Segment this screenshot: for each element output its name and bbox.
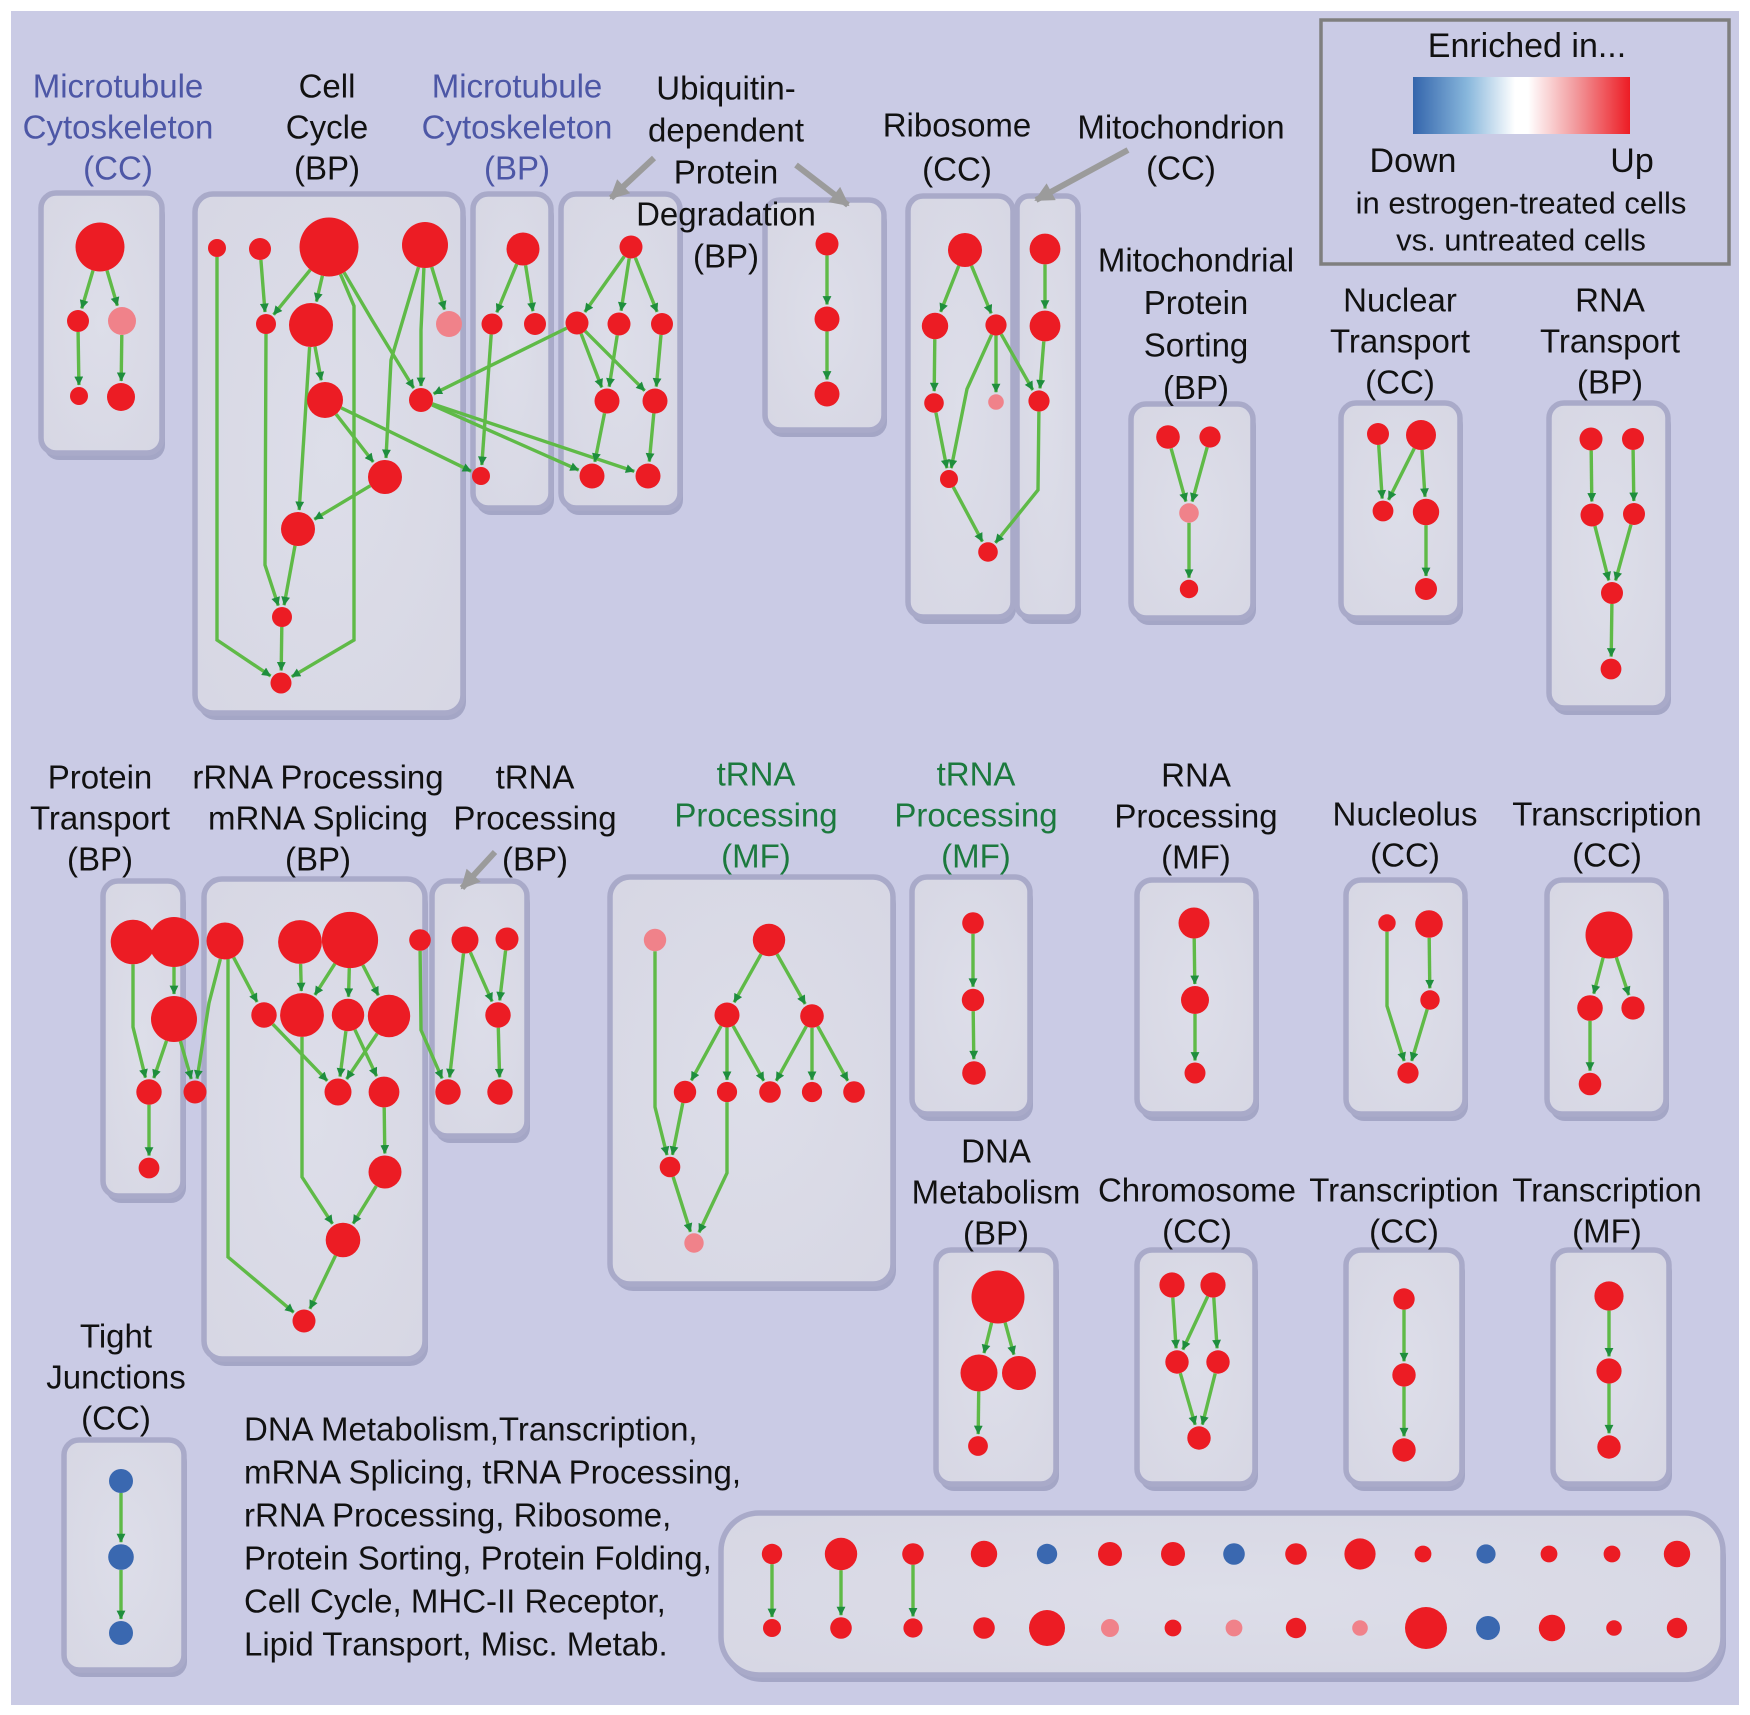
svg-text:Lipid Transport, Misc. Metab.: Lipid Transport, Misc. Metab. bbox=[244, 1626, 668, 1663]
svg-text:(BP): (BP) bbox=[294, 150, 360, 187]
svg-text:dependent: dependent bbox=[648, 112, 804, 149]
svg-text:Transcription: Transcription bbox=[1309, 1172, 1499, 1209]
svg-text:Transport: Transport bbox=[1330, 323, 1470, 360]
svg-text:tRNA: tRNA bbox=[717, 756, 796, 793]
svg-text:Microtubule: Microtubule bbox=[432, 68, 603, 105]
svg-text:Cell: Cell bbox=[299, 68, 356, 105]
svg-text:tRNA: tRNA bbox=[937, 756, 1016, 793]
svg-text:Cytoskeleton: Cytoskeleton bbox=[23, 109, 214, 146]
svg-text:Tight: Tight bbox=[80, 1318, 152, 1355]
svg-text:(BP): (BP) bbox=[693, 238, 759, 275]
svg-text:Nuclear: Nuclear bbox=[1343, 282, 1457, 319]
svg-text:RNA: RNA bbox=[1575, 282, 1645, 319]
svg-text:(MF): (MF) bbox=[941, 838, 1011, 875]
svg-text:(MF): (MF) bbox=[721, 838, 791, 875]
svg-text:(CC): (CC) bbox=[1162, 1213, 1232, 1250]
svg-text:DNA Metabolism,Transcription,: DNA Metabolism,Transcription, bbox=[244, 1411, 698, 1448]
svg-text:Processing: Processing bbox=[674, 797, 837, 834]
svg-text:Protein: Protein bbox=[674, 154, 779, 191]
svg-text:Mitochondrial: Mitochondrial bbox=[1098, 242, 1294, 279]
svg-text:Metabolism: Metabolism bbox=[912, 1174, 1081, 1211]
svg-text:Enriched in...: Enriched in... bbox=[1428, 27, 1626, 65]
svg-text:(CC): (CC) bbox=[81, 1400, 151, 1437]
svg-text:Transcription: Transcription bbox=[1512, 796, 1702, 833]
svg-text:rRNA Processing: rRNA Processing bbox=[192, 759, 443, 796]
svg-text:mRNA Splicing: mRNA Splicing bbox=[208, 800, 428, 837]
svg-text:(CC): (CC) bbox=[1572, 837, 1642, 874]
svg-text:RNA: RNA bbox=[1161, 757, 1231, 794]
svg-text:Protein Sorting, Protein Foldi: Protein Sorting, Protein Folding, bbox=[244, 1540, 712, 1577]
svg-text:(CC): (CC) bbox=[1365, 364, 1435, 401]
svg-text:Mitochondrion: Mitochondrion bbox=[1077, 109, 1284, 146]
svg-text:Cell Cycle, MHC-II Receptor,: Cell Cycle, MHC-II Receptor, bbox=[244, 1583, 666, 1620]
svg-text:Nucleolus: Nucleolus bbox=[1333, 796, 1478, 833]
svg-text:Sorting: Sorting bbox=[1144, 327, 1249, 364]
svg-text:Transport: Transport bbox=[30, 800, 170, 837]
svg-text:vs. untreated cells: vs. untreated cells bbox=[1396, 223, 1646, 258]
svg-text:Protein: Protein bbox=[1144, 284, 1249, 321]
svg-text:(CC): (CC) bbox=[1369, 1213, 1439, 1250]
svg-text:Down: Down bbox=[1370, 142, 1457, 180]
svg-text:(CC): (CC) bbox=[1370, 837, 1440, 874]
svg-text:(CC): (CC) bbox=[1146, 150, 1216, 187]
svg-text:(MF): (MF) bbox=[1572, 1213, 1642, 1250]
svg-text:Microtubule: Microtubule bbox=[33, 68, 204, 105]
svg-text:Transport: Transport bbox=[1540, 323, 1680, 360]
svg-text:(BP): (BP) bbox=[1577, 364, 1643, 401]
svg-text:(BP): (BP) bbox=[67, 841, 133, 878]
svg-text:tRNA: tRNA bbox=[496, 759, 575, 796]
svg-text:Junctions: Junctions bbox=[46, 1359, 185, 1396]
svg-text:rRNA Processing, Ribosome,: rRNA Processing, Ribosome, bbox=[244, 1497, 671, 1534]
svg-text:Chromosome: Chromosome bbox=[1098, 1172, 1296, 1209]
svg-text:(CC): (CC) bbox=[922, 151, 992, 188]
svg-text:Up: Up bbox=[1610, 142, 1653, 180]
svg-text:(BP): (BP) bbox=[1163, 369, 1229, 406]
svg-text:Ribosome: Ribosome bbox=[883, 107, 1032, 144]
svg-text:DNA: DNA bbox=[961, 1133, 1031, 1170]
svg-text:Processing: Processing bbox=[1114, 798, 1277, 835]
svg-text:Cytoskeleton: Cytoskeleton bbox=[422, 109, 613, 146]
svg-text:Protein: Protein bbox=[48, 759, 153, 796]
svg-text:Degradation: Degradation bbox=[636, 196, 816, 233]
svg-text:(MF): (MF) bbox=[1161, 839, 1231, 876]
svg-text:Processing: Processing bbox=[894, 797, 1057, 834]
svg-text:in estrogen-treated cells: in estrogen-treated cells bbox=[1356, 186, 1687, 221]
svg-text:(BP): (BP) bbox=[502, 841, 568, 878]
svg-text:Transcription: Transcription bbox=[1512, 1172, 1702, 1209]
svg-text:Processing: Processing bbox=[453, 800, 616, 837]
svg-text:Cycle: Cycle bbox=[286, 109, 369, 146]
svg-text:Ubiquitin-: Ubiquitin- bbox=[656, 70, 795, 107]
svg-text:(BP): (BP) bbox=[285, 841, 351, 878]
svg-text:(BP): (BP) bbox=[484, 150, 550, 187]
svg-text:(CC): (CC) bbox=[83, 150, 153, 187]
svg-text:(BP): (BP) bbox=[963, 1215, 1029, 1252]
svg-text:mRNA Splicing, tRNA Processing: mRNA Splicing, tRNA Processing, bbox=[244, 1454, 741, 1491]
